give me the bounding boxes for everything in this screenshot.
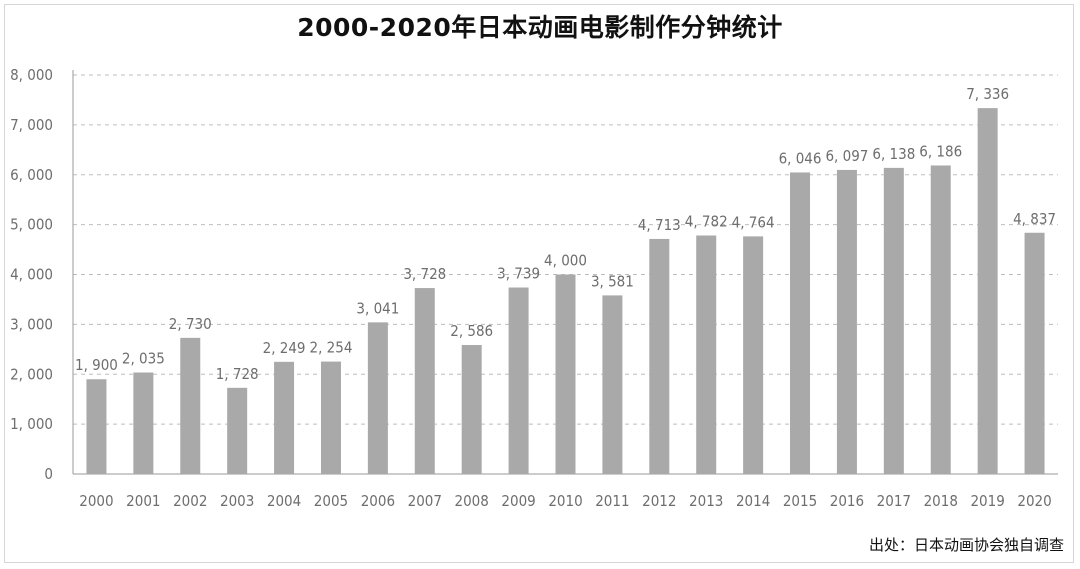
x-tick-label: 2016 <box>830 492 864 510</box>
x-tick-label: 2012 <box>642 492 676 510</box>
x-tick-label: 2011 <box>595 492 629 510</box>
data-label: 2, 254 <box>310 339 353 357</box>
bar <box>977 108 998 474</box>
x-tick-label: 2019 <box>970 492 1004 510</box>
x-tick-label: 2015 <box>783 492 817 510</box>
x-tick-label: 2007 <box>408 492 442 510</box>
bar <box>1024 232 1045 474</box>
bar <box>508 287 529 474</box>
y-tick-label: 2, 000 <box>10 365 53 383</box>
bar <box>836 169 857 475</box>
bar <box>461 345 482 474</box>
y-tick-label: 4, 000 <box>10 266 53 284</box>
x-tick-label: 2000 <box>79 492 113 510</box>
bar <box>883 167 904 474</box>
bar <box>602 295 623 474</box>
x-tick-label: 2018 <box>924 492 958 510</box>
data-label: 7, 336 <box>966 85 1009 103</box>
data-label: 4, 837 <box>1013 210 1056 228</box>
data-label: 2, 586 <box>450 322 493 340</box>
data-label: 6, 138 <box>872 145 915 163</box>
y-tick-label: 8, 000 <box>10 66 53 84</box>
y-tick-label: 7, 000 <box>10 116 53 134</box>
bar <box>367 322 388 474</box>
data-label: 1, 728 <box>216 365 259 383</box>
x-tick-label: 2006 <box>361 492 395 510</box>
bar <box>930 165 951 474</box>
data-label: 4, 000 <box>544 252 587 270</box>
bar <box>227 387 248 474</box>
data-label: 2, 730 <box>169 315 212 333</box>
bar <box>414 288 435 474</box>
data-label: 4, 713 <box>638 216 681 234</box>
data-label: 6, 046 <box>779 149 822 167</box>
y-tick-label: 6, 000 <box>10 166 53 184</box>
x-tick-label: 2001 <box>126 492 160 510</box>
bar <box>790 172 811 474</box>
x-tick-label: 2004 <box>267 492 301 510</box>
bar <box>320 361 341 474</box>
data-label: 3, 739 <box>497 265 540 283</box>
bar <box>86 379 107 474</box>
data-label: 3, 581 <box>591 272 634 290</box>
x-tick-label: 2017 <box>877 492 911 510</box>
y-tick-label: 1, 000 <box>10 415 53 433</box>
x-tick-label: 2005 <box>314 492 348 510</box>
data-label: 1, 900 <box>75 356 118 374</box>
y-tick-label: 3, 000 <box>10 315 53 333</box>
x-tick-label: 2020 <box>1017 492 1051 510</box>
bar <box>180 337 201 474</box>
x-tick-label: 2002 <box>173 492 207 510</box>
x-tick-label: 2008 <box>455 492 489 510</box>
bar <box>274 361 295 474</box>
bar <box>555 274 576 474</box>
data-label: 2, 035 <box>122 350 165 368</box>
data-label: 4, 782 <box>685 212 728 230</box>
y-tick-label: 0 <box>44 465 53 483</box>
data-label: 3, 041 <box>356 299 399 317</box>
x-tick-label: 2014 <box>736 492 770 510</box>
y-tick-label: 5, 000 <box>10 216 53 234</box>
x-tick-label: 2009 <box>501 492 535 510</box>
bar <box>743 236 764 474</box>
chart-title: 2000-2020年日本动画电影制作分钟统计 <box>297 13 783 42</box>
x-tick-label: 2010 <box>548 492 582 510</box>
data-label: 2, 249 <box>263 339 306 357</box>
data-label: 6, 186 <box>919 142 962 160</box>
source-note: 出处：日本动画协会独自调查 <box>868 536 1064 554</box>
bar <box>649 238 670 474</box>
x-tick-label: 2003 <box>220 492 254 510</box>
data-label: 4, 764 <box>732 213 775 231</box>
x-tick-label: 2013 <box>689 492 723 510</box>
data-label: 3, 728 <box>403 265 446 283</box>
data-label: 6, 097 <box>825 147 868 165</box>
bar <box>133 372 154 474</box>
bar <box>696 235 717 474</box>
